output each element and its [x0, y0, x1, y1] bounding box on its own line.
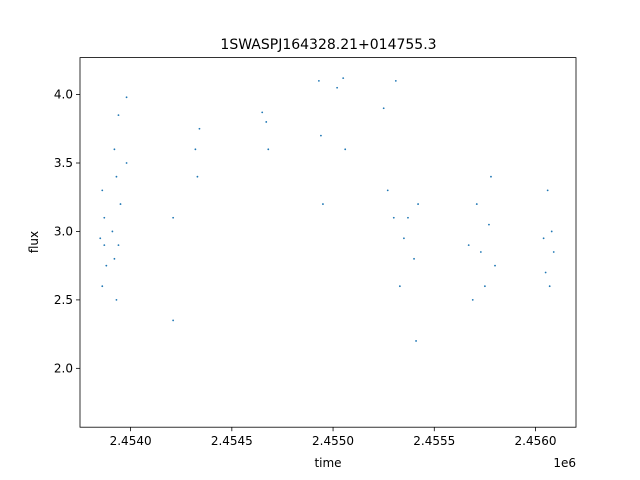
data-point: [398, 285, 401, 288]
data-point: [488, 223, 490, 226]
data-point: [172, 216, 175, 219]
data-point: [483, 285, 486, 288]
plot-area: [79, 57, 577, 428]
data-point: [475, 203, 478, 205]
data-point: [196, 175, 199, 178]
x-axis-label: time: [314, 456, 341, 470]
data-point: [550, 230, 553, 233]
data-point: [336, 86, 339, 89]
data-point: [99, 237, 102, 240]
data-point: [467, 244, 470, 247]
data-point: [101, 285, 104, 288]
chart-title: 1SWASPJ164328.21+014755.3: [220, 37, 436, 53]
data-point: [115, 298, 118, 301]
data-point: [125, 96, 128, 99]
data-point: [265, 121, 268, 123]
data-point: [317, 79, 320, 82]
data-point: [117, 244, 120, 247]
data-point: [320, 134, 322, 137]
data-point: [125, 162, 128, 164]
data-point: [194, 148, 197, 151]
x-tick-label: 2.4555: [413, 434, 455, 448]
data-point: [542, 237, 545, 240]
data-point: [267, 148, 270, 151]
data-point: [386, 189, 389, 192]
data-point: [172, 319, 175, 322]
data-point: [344, 148, 347, 151]
data-point: [115, 175, 118, 178]
x-axis: 2.4540 2.4545 2.4550 2.4555 2.4560: [110, 427, 557, 448]
data-point: [471, 298, 474, 301]
data-point: [544, 271, 547, 274]
data-point: [407, 216, 409, 219]
data-point: [117, 114, 120, 116]
y-tick-label: 2.5: [54, 293, 73, 307]
data-point: [382, 107, 385, 110]
data-point: [403, 237, 405, 240]
data-point: [552, 251, 555, 253]
data-point: [103, 216, 106, 219]
data-points: [99, 77, 555, 342]
data-point: [546, 189, 549, 192]
data-point: [113, 148, 116, 151]
data-point: [101, 189, 104, 192]
data-point: [394, 79, 397, 82]
data-point: [113, 257, 116, 260]
data-point: [490, 175, 492, 178]
data-point: [261, 111, 264, 114]
data-point: [103, 244, 106, 247]
x-tick-label: 2.4540: [110, 434, 152, 448]
data-point: [548, 285, 551, 288]
data-point: [119, 203, 122, 205]
y-axis: 2.0 2.5 3.0 3.5 4.0: [54, 88, 80, 375]
x-tick-label: 2.4545: [211, 434, 253, 448]
data-point: [105, 264, 108, 267]
y-tick-label: 2.0: [54, 361, 73, 375]
data-point: [322, 203, 324, 205]
x-tick-label: 2.4550: [312, 434, 354, 448]
data-point: [413, 257, 415, 260]
data-point: [494, 264, 496, 267]
data-point: [342, 77, 345, 80]
y-tick-label: 4.0: [54, 88, 73, 102]
x-axis-offset-label: 1e6: [553, 456, 576, 470]
data-point: [111, 230, 114, 233]
data-point: [415, 340, 417, 342]
data-point: [479, 251, 482, 253]
data-point: [392, 216, 395, 219]
x-tick-label: 2.4560: [515, 434, 557, 448]
data-point: [198, 127, 201, 130]
y-tick-label: 3.0: [54, 224, 73, 238]
data-point: [417, 203, 419, 205]
y-axis-label: flux: [27, 231, 41, 253]
y-tick-label: 3.5: [54, 156, 73, 170]
